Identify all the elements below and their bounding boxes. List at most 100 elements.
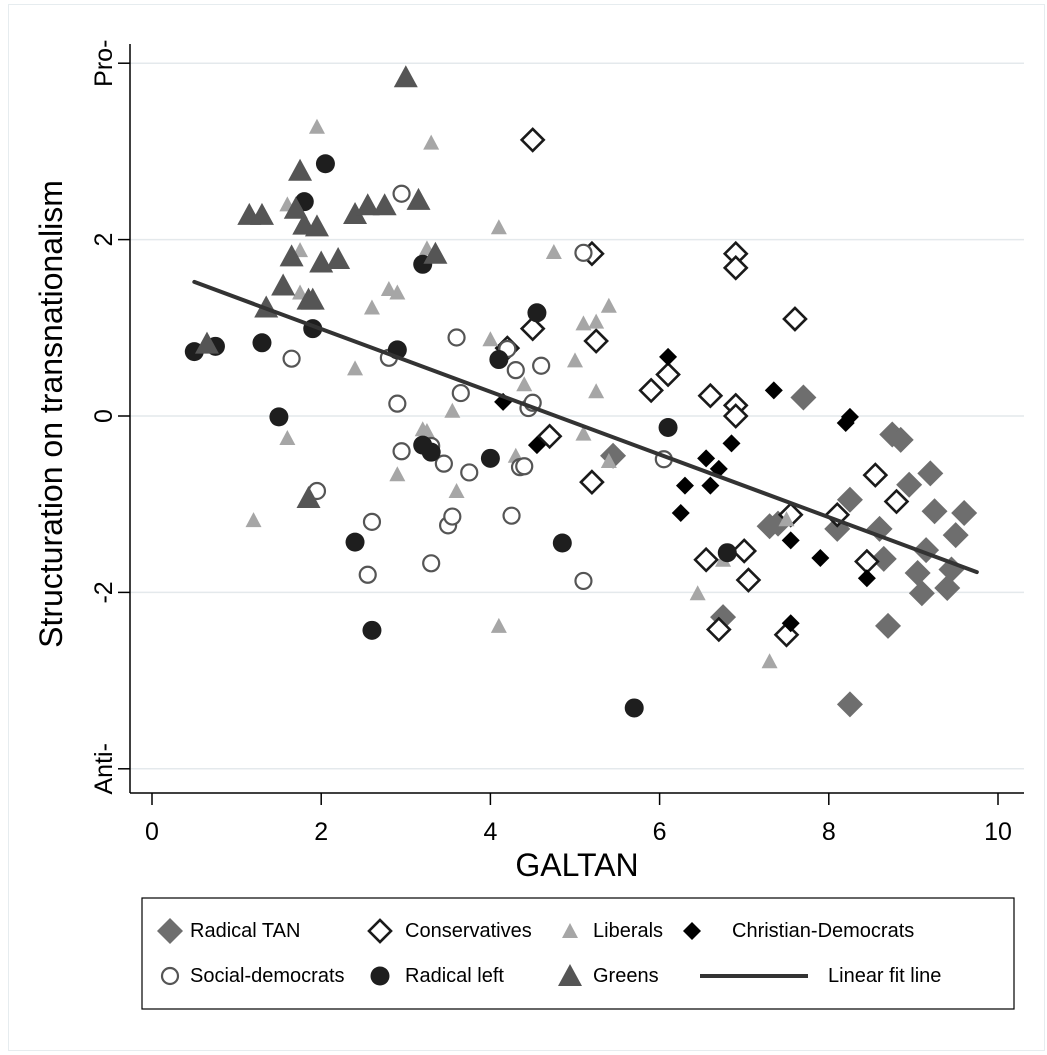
conservatives-point [655, 361, 681, 388]
y-tick-label: Anti- [90, 743, 118, 794]
liberals-point [347, 360, 364, 376]
greens-point [271, 273, 296, 296]
christian-democrats-point [781, 614, 800, 633]
legend-radical-tan-label: Radical TAN [190, 920, 300, 942]
liberals-point [389, 284, 406, 300]
radical-tan-point [836, 691, 863, 718]
social-democrats-point [515, 457, 534, 476]
social-democrats-point [574, 243, 593, 262]
legend-social-democrats-symbol [160, 966, 180, 986]
social-democrats-point [443, 507, 462, 526]
christian-democrats-point [527, 436, 546, 455]
greens-point [309, 250, 334, 273]
greens-point [343, 202, 368, 225]
conservatives-point [722, 403, 749, 429]
series-conservatives [494, 127, 910, 648]
radical-tan-point [836, 486, 863, 513]
liberals-point [363, 299, 380, 315]
liberals-point [567, 352, 583, 368]
y-axis-title: Structuration on transnationalism [33, 180, 69, 648]
legend-fit-label: Linear fit line [828, 965, 941, 987]
christian-democrats-point [701, 476, 720, 495]
liberals-point [418, 422, 435, 438]
radical-left-point [345, 532, 365, 552]
radical-tan-point [887, 426, 914, 453]
social-democrats-point [506, 361, 525, 380]
gridlines [130, 62, 1024, 770]
liberals-point [308, 118, 325, 134]
greens-point [296, 486, 321, 509]
liberals-point [600, 452, 617, 468]
legend-liberals-label: Liberals [593, 920, 663, 942]
greens-point [406, 187, 431, 210]
linear-fit-line [192, 279, 979, 575]
y-tick-label: 0 [90, 409, 118, 423]
christian-democrats-point [722, 434, 741, 453]
greens-point [326, 247, 351, 270]
liberals-point [545, 243, 562, 259]
x-tick-label: 0 [145, 818, 159, 846]
greens-point [304, 214, 329, 237]
liberals-point [423, 134, 440, 150]
legend-christian-democrats-symbol [683, 922, 701, 940]
legend-christian-democrats-label: Christian-Democrats [732, 920, 914, 942]
liberals-point [761, 653, 778, 669]
conservatives-point [735, 567, 762, 593]
data-points [184, 65, 978, 718]
conservatives-point [697, 382, 724, 409]
legend-radical-tan-symbol [157, 918, 183, 944]
axes [129, 44, 1024, 794]
conservatives-point [731, 538, 758, 564]
radical-tan-point [951, 500, 978, 527]
social-democrats-point [434, 454, 453, 473]
liberals-point [482, 331, 499, 347]
social-democrats-point [392, 442, 411, 461]
conservatives-point [638, 377, 664, 404]
conservatives-point [705, 616, 732, 643]
christian-democrats-point [857, 569, 876, 588]
liberals-point [444, 402, 461, 418]
social-democrats-point [362, 512, 382, 531]
radical-left-point [527, 303, 547, 323]
social-democrats-point [358, 565, 377, 584]
conservatives-point [782, 306, 808, 332]
greens-point [283, 196, 308, 219]
radical-tan-point [870, 545, 897, 572]
social-democrats-point [388, 394, 407, 413]
radical-left-point [421, 442, 441, 462]
radical-left-point [269, 407, 289, 427]
conservatives-point [722, 254, 749, 281]
christian-democrats-point [675, 476, 694, 495]
greens-point [300, 287, 325, 310]
social-democrats-point [451, 383, 470, 403]
series-greens [194, 65, 448, 509]
christian-democrats-point [697, 449, 716, 468]
social-democrats-point [574, 571, 593, 591]
liberals-point [575, 425, 592, 441]
radical-tan-point [938, 556, 965, 583]
radical-tan-point [875, 612, 902, 639]
liberals-point [575, 315, 592, 331]
legend-box [141, 897, 1015, 1010]
x-tick-label: 6 [653, 818, 667, 846]
radical-left-point [362, 620, 382, 640]
fit-line-group [192, 279, 979, 575]
greens-point [249, 202, 274, 225]
christian-democrats-point [671, 504, 690, 523]
x-tick-label: 8 [822, 818, 836, 846]
social-democrats-point [447, 328, 466, 347]
social-democrats-point [532, 356, 551, 375]
social-democrats-point [282, 349, 301, 368]
greens-point [194, 331, 219, 354]
liberals-point [490, 219, 507, 235]
radical-left-point [552, 533, 572, 553]
radical-left-point [489, 350, 509, 370]
greens-point [393, 65, 418, 88]
greens-point [372, 193, 397, 216]
christian-democrats-point [781, 531, 800, 550]
legend-liberals-symbol [562, 923, 578, 938]
conservatives-point [883, 488, 910, 515]
series-radical-tan [600, 384, 978, 718]
conservatives-point [579, 469, 605, 495]
social-democrats-point [422, 554, 441, 573]
